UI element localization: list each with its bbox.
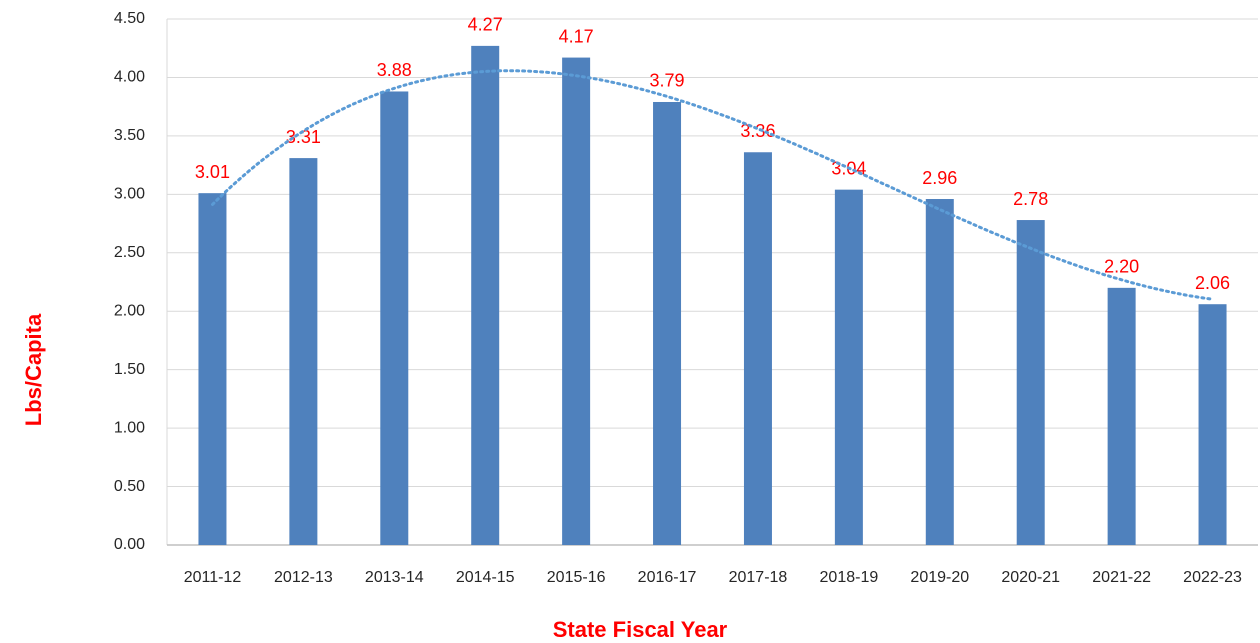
data-label: 2.06: [1195, 273, 1230, 293]
x-tick-label: 2022-23: [1183, 569, 1242, 586]
x-tick-label: 2015-16: [547, 569, 606, 586]
y-tick-label: 3.50: [114, 127, 145, 144]
bar: [380, 91, 409, 546]
x-tick-label: 2011-12: [184, 569, 242, 586]
data-label: 2.78: [1013, 189, 1048, 209]
bar: [562, 57, 591, 545]
bar: [925, 199, 954, 545]
y-axis-title: Lbs/Capita: [21, 313, 46, 426]
y-tick-label: 3.00: [114, 186, 145, 203]
x-axis-title: State Fiscal Year: [553, 617, 728, 642]
bar: [471, 45, 500, 545]
x-tick-label: 2013-14: [365, 569, 424, 586]
data-label: 4.27: [468, 15, 503, 35]
data-label: 3.31: [286, 127, 321, 147]
data-label: 4.17: [559, 26, 594, 46]
x-tick-label: 2016-17: [638, 569, 697, 586]
y-tick-label: 1.00: [114, 419, 145, 436]
bar: [1107, 287, 1136, 545]
bar: [743, 152, 772, 545]
x-tick-label: 2018-19: [820, 569, 879, 586]
data-label: 2.96: [922, 168, 957, 188]
y-tick-label: 2.00: [114, 302, 145, 319]
x-tick-label: 2020-21: [1001, 569, 1060, 586]
y-tick-label: 4.50: [114, 10, 145, 27]
y-tick-label: 2.50: [114, 244, 145, 261]
y-tick-label: 0.00: [114, 536, 145, 553]
bar: [198, 193, 227, 546]
bar: [653, 101, 682, 545]
x-tick-label: 2019-20: [910, 569, 969, 586]
y-tick-label: 0.50: [114, 478, 145, 495]
bar: [1198, 304, 1227, 545]
bar: [1016, 220, 1045, 545]
trendline: [211, 69, 1214, 301]
data-label: 3.01: [195, 162, 230, 182]
x-tick-label: 2021-22: [1092, 569, 1151, 586]
y-tick-label: 4.00: [114, 69, 145, 86]
data-label: 2.20: [1104, 257, 1139, 277]
data-label: 3.79: [650, 71, 685, 91]
bar: [289, 158, 318, 545]
x-tick-label: 2017-18: [729, 569, 788, 586]
x-tick-label: 2014-15: [456, 569, 515, 586]
x-tick-label: 2012-13: [274, 569, 333, 586]
data-label: 3.88: [377, 60, 412, 80]
bar: [834, 189, 863, 545]
y-tick-label: 1.50: [114, 361, 145, 378]
